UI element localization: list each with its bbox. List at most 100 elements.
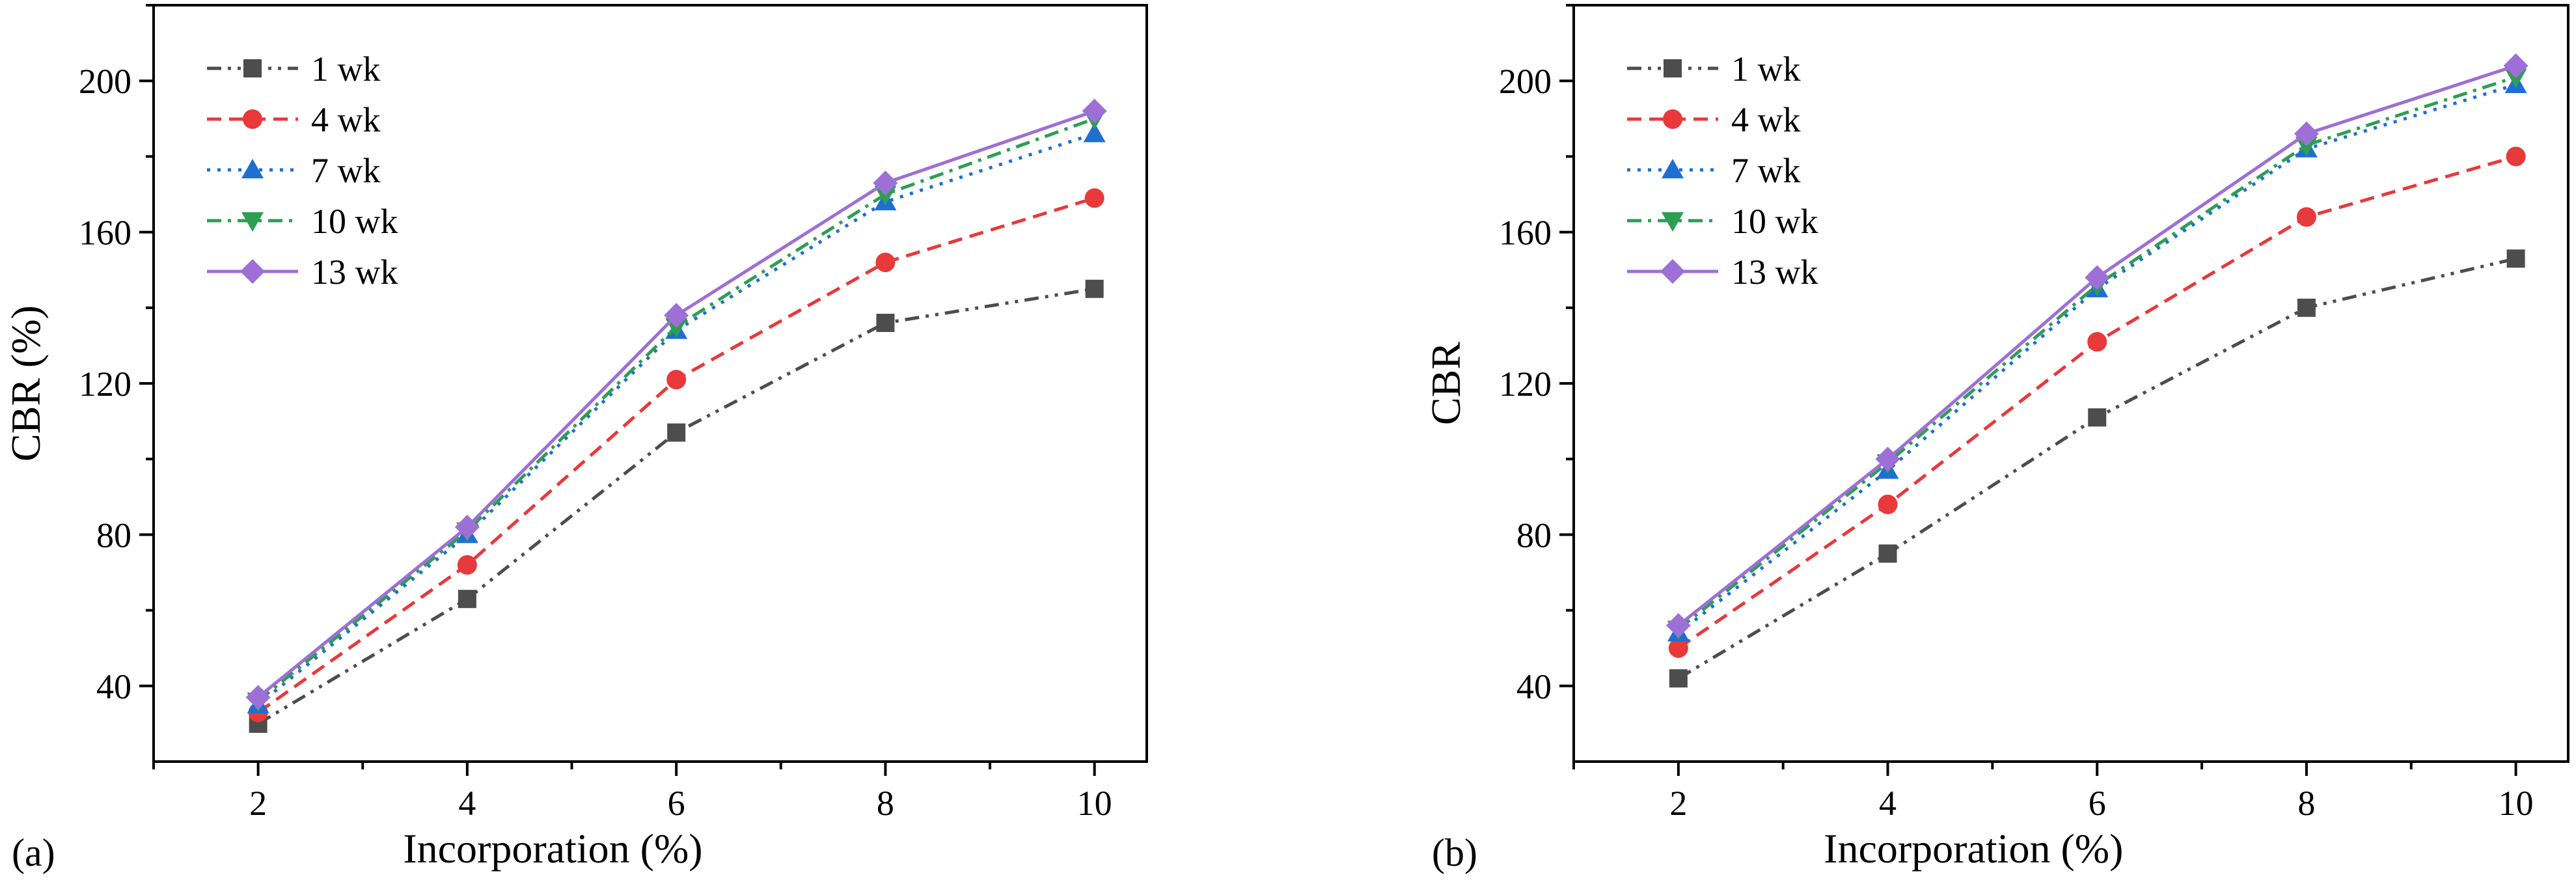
data-point <box>1878 544 1897 563</box>
data-point <box>245 685 271 710</box>
x-tick-label: 6 <box>2089 784 2106 823</box>
y-tick-label: 120 <box>1499 365 1552 404</box>
legend-marker <box>1664 59 1682 77</box>
x-tick-label: 8 <box>2297 784 2315 823</box>
legend-marker <box>1662 212 1684 232</box>
plot-frame <box>152 4 1148 763</box>
x-axis-title: Incorporation (%) <box>403 825 702 872</box>
legend-label: 1 wk <box>311 49 381 89</box>
data-point <box>2297 298 2316 317</box>
legend: 1 wk 4 wk 7 wk 10 wk 13 wk <box>1627 49 1818 292</box>
legend-marker <box>1662 159 1684 178</box>
y-axis-title: CBR <box>1423 342 1469 425</box>
y-tick-label: 40 <box>96 667 131 706</box>
y-tick-label: 200 <box>79 62 131 101</box>
legend-item: 13 wk <box>1627 253 1818 292</box>
y-tick-label: 80 <box>1516 516 1552 555</box>
data-point <box>1669 669 1688 688</box>
legend: 1 wk 4 wk 7 wk 10 wk 13 wk <box>207 49 398 292</box>
data-point <box>1878 494 1898 514</box>
x-tick-label: 10 <box>1077 784 1112 823</box>
y-tick-label: 160 <box>79 214 131 253</box>
panel-label: (b) <box>1432 831 1477 874</box>
series-line <box>1677 256 2517 680</box>
data-point <box>875 253 896 273</box>
data-point <box>457 555 477 575</box>
data-point <box>2085 265 2110 290</box>
data-point <box>1084 188 1104 208</box>
legend-item: 1 wk <box>1627 49 1801 89</box>
series-13-wk <box>245 98 1107 710</box>
chart-panel-a: 2 4 6 8 10 40 80 120 160 200 Incorporation (%) CBR … <box>3 4 1148 874</box>
data-point <box>1082 98 1107 124</box>
data-point <box>876 314 895 333</box>
legend-item: 7 wk <box>1627 151 1801 190</box>
x-tick-label: 2 <box>1669 784 1687 823</box>
panel-label: (a) <box>12 831 55 874</box>
series-13-wk <box>1665 53 2528 638</box>
legend-marker <box>243 109 262 129</box>
y-tick-label: 80 <box>96 516 131 555</box>
legend-item: 10 wk <box>207 202 398 241</box>
series-4-wk <box>1668 146 2526 658</box>
legend-label: 13 wk <box>311 253 398 292</box>
y-tick-label: 200 <box>1499 62 1552 101</box>
data-point <box>2506 146 2526 167</box>
data-point <box>667 423 686 442</box>
legend-marker <box>241 159 264 178</box>
legend-label: 10 wk <box>311 202 398 241</box>
y-tick-label: 40 <box>1516 667 1552 706</box>
data-point <box>2294 121 2319 146</box>
legend-marker <box>241 212 264 232</box>
data-point <box>873 171 898 196</box>
y-axis-title: CBR (%) <box>3 305 49 462</box>
legend-label: 7 wk <box>1731 151 1801 190</box>
legend-item: 1 wk <box>207 49 381 89</box>
legend-item: 7 wk <box>207 151 381 190</box>
plot-frame <box>1572 4 2569 763</box>
y-tick-label: 160 <box>1499 214 1552 253</box>
data-point <box>2506 249 2525 268</box>
legend-marker <box>1663 109 1682 129</box>
x-tick-label: 8 <box>877 784 894 823</box>
data-point <box>2088 408 2107 427</box>
legend-marker <box>1660 259 1685 284</box>
legend-label: 4 wk <box>1731 100 1801 139</box>
data-point <box>2504 68 2527 89</box>
series-10-wk <box>247 110 1106 713</box>
legend-item: 4 wk <box>1627 100 1801 139</box>
chart-panel-b: 2 4 6 8 10 40 80 120 160 200 Incorporation (%) CBR (… <box>1423 4 2569 874</box>
legend-label: 7 wk <box>311 151 381 190</box>
x-tick-label: 4 <box>1879 784 1897 823</box>
data-point <box>1875 447 1900 472</box>
legend-marker <box>240 259 265 284</box>
legend-item: 13 wk <box>207 253 398 292</box>
data-point <box>2295 136 2318 156</box>
series-line <box>1677 83 2517 635</box>
series-line <box>1677 76 2517 631</box>
data-point <box>2087 332 2107 352</box>
data-point <box>2503 53 2528 78</box>
data-point <box>1668 638 1688 658</box>
data-point <box>666 370 687 390</box>
data-point <box>2296 207 2316 227</box>
series-line <box>257 287 1095 726</box>
x-axis-title: Incorporation (%) <box>1824 825 2123 872</box>
x-tick-label: 6 <box>668 784 685 823</box>
x-tick-label: 10 <box>2499 784 2534 823</box>
legend-label: 13 wk <box>1731 253 1818 292</box>
legend-marker <box>243 59 262 77</box>
data-point <box>454 514 480 540</box>
x-tick-label: 4 <box>458 784 476 823</box>
legend-label: 10 wk <box>1731 202 1818 241</box>
series-1-wk <box>249 279 1104 733</box>
data-point <box>664 303 689 328</box>
data-point <box>1665 613 1691 638</box>
series-line <box>257 132 1095 706</box>
legend-label: 1 wk <box>1731 49 1801 89</box>
series-1-wk <box>1669 249 2525 688</box>
data-point <box>1085 279 1104 298</box>
data-point <box>874 186 897 206</box>
legend-item: 4 wk <box>207 100 381 139</box>
